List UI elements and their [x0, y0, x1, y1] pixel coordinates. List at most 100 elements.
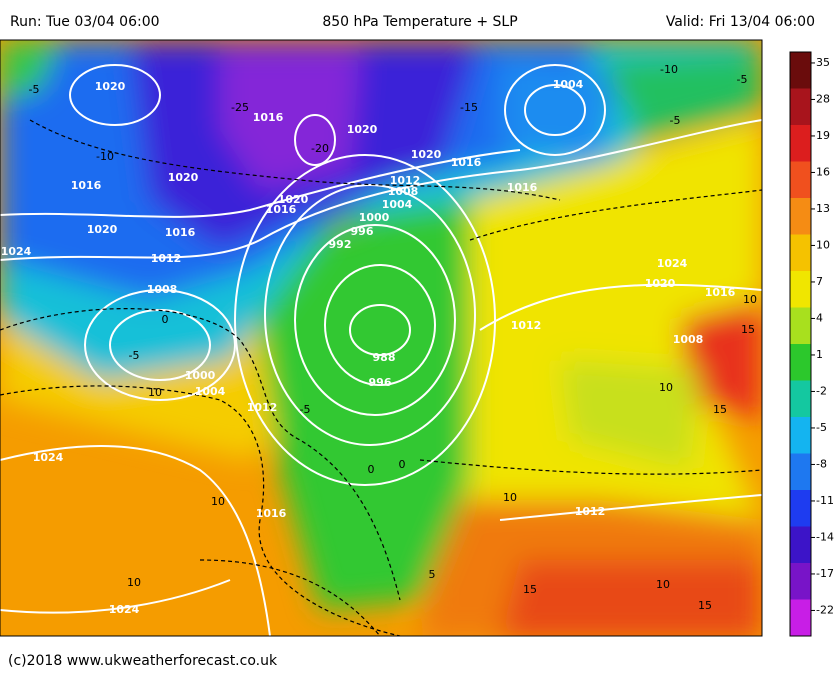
colorbar-segment [790, 307, 811, 345]
isobar-label: 1020 [278, 193, 309, 206]
colorbar-label: 28 [816, 92, 830, 105]
colorbar-label: -11 [816, 494, 834, 507]
isobar-label: 1020 [87, 223, 118, 236]
colorbar-segment [790, 88, 811, 126]
isotherm-label: 15 [698, 599, 712, 612]
isobar-label: 1020 [347, 123, 378, 136]
colorbar-segment [790, 161, 811, 199]
isotherm-label: -5 [300, 403, 311, 416]
temperature-field [0, 40, 762, 636]
colorbar-segment [790, 526, 811, 564]
isotherm-label: 10 [148, 386, 162, 399]
isotherms [0, 119, 762, 636]
colorbar-label: 1 [816, 348, 823, 361]
colorbar-label: 7 [816, 275, 823, 288]
isobar-label: 1016 [451, 156, 482, 169]
isobar-label: 1024 [657, 257, 688, 270]
colorbar-segment [790, 198, 811, 235]
isobar-label: 1024 [109, 603, 140, 616]
map-frame [0, 39, 763, 637]
colorbar-label: -22 [816, 603, 834, 616]
colorbar-segment [790, 453, 811, 491]
isotherm-label: 10 [656, 578, 670, 591]
colorbar-segment [790, 234, 811, 272]
isotherm-label: 10 [127, 576, 141, 589]
isotherm-label: -5 [129, 349, 140, 362]
colorbar-label: -17 [816, 567, 834, 580]
map-title: 850 hPa Temperature + SLP [322, 14, 517, 30]
colorbar-frame [789, 51, 812, 637]
colorbar-label: -14 [816, 530, 834, 543]
isobar-label: 1020 [95, 80, 126, 93]
isotherm-label: -5 [670, 114, 681, 127]
isotherm-label: 0 [368, 463, 375, 476]
isobar-label: 1016 [256, 507, 287, 520]
isobar-label: 1008 [147, 283, 178, 296]
isobar-label: 988 [373, 351, 396, 364]
colorbar-segment [790, 125, 811, 162]
isotherm-label: -15 [460, 101, 478, 114]
isobar-label: 1020 [645, 277, 676, 290]
colorbar-label: 35 [816, 56, 830, 69]
isotherm-label: 15 [741, 323, 755, 336]
colorbar-label: 10 [816, 238, 830, 251]
isobar-label: 1016 [165, 226, 196, 239]
colorbar-segment [790, 563, 811, 600]
isobar-label: 1016 [71, 179, 102, 192]
isotherm-label: 15 [713, 403, 727, 416]
isotherm-label: 10 [211, 495, 225, 508]
isotherm-label: 15 [523, 583, 537, 596]
isotherm-label: 0 [399, 458, 406, 471]
colorbar-label: 19 [816, 129, 830, 142]
isotherm-label: 10 [659, 381, 673, 394]
isobar-label: 1008 [388, 185, 419, 198]
colorbar: 35 28 19 16 13 10 7 4 1 -2 -5 -8 -11 -14 -17 -22 [789, 51, 834, 637]
isotherm-label: -20 [311, 142, 329, 155]
colorbar-label: 13 [816, 202, 830, 215]
isobar-label: 1012 [151, 252, 182, 265]
colorbar-label: -2 [816, 384, 827, 397]
isobar-label: 1016 [253, 111, 284, 124]
valid-time: Valid: Fri 13/04 06:00 [666, 14, 815, 30]
isobar-label: 1016 [266, 203, 297, 216]
colorbar-label: -8 [816, 457, 827, 470]
isobar-labels: 1020101610201020101610121008100410009969… [1, 78, 736, 616]
isobar-label: 996 [369, 376, 392, 389]
isobar-label: 1024 [33, 451, 64, 464]
isotherm-label: -10 [96, 150, 114, 163]
isobar-label: 1020 [411, 148, 442, 161]
map: 1020101610201020101610121008100410009969… [0, 40, 762, 636]
isotherm-label: -5 [29, 83, 40, 96]
isotherm-label: -25 [231, 101, 249, 114]
isobars [0, 64, 762, 636]
isobar-label: 1004 [195, 385, 226, 398]
isobar-label: 1012 [511, 319, 542, 332]
isobar-label: 1012 [247, 401, 278, 414]
isotherm-label: -5 [737, 73, 748, 86]
colorbar-segment [790, 599, 811, 637]
copyright: (c)2018 www.ukweatherforecast.co.uk [8, 653, 278, 669]
isobar-label: 1020 [168, 171, 199, 184]
colorbar-segment [790, 380, 811, 418]
isobar-label: 996 [351, 225, 374, 238]
isobar-label: 992 [329, 238, 352, 251]
isobar-label: 1024 [1, 245, 32, 258]
isotherm-label: 10 [503, 491, 517, 504]
colorbar-segment [790, 344, 811, 381]
isotherm-label: -10 [660, 63, 678, 76]
isotherm-label: 5 [429, 568, 436, 581]
isobar-label: 1016 [705, 286, 736, 299]
colorbar-segment [790, 52, 811, 89]
colorbar-label: 16 [816, 165, 830, 178]
isobar-label: 1000 [359, 211, 390, 224]
isobar-label: 1008 [673, 333, 704, 346]
isobar-label: 1004 [553, 78, 584, 91]
colorbar-segment [790, 271, 811, 308]
isobar-label: 1004 [382, 198, 413, 211]
isotherm-label: 10 [743, 293, 757, 306]
isobar-label: 1016 [507, 181, 538, 194]
isobar-label: 1012 [575, 505, 606, 518]
colorbar-segment [790, 490, 811, 527]
isobar-label: 1000 [185, 369, 216, 382]
